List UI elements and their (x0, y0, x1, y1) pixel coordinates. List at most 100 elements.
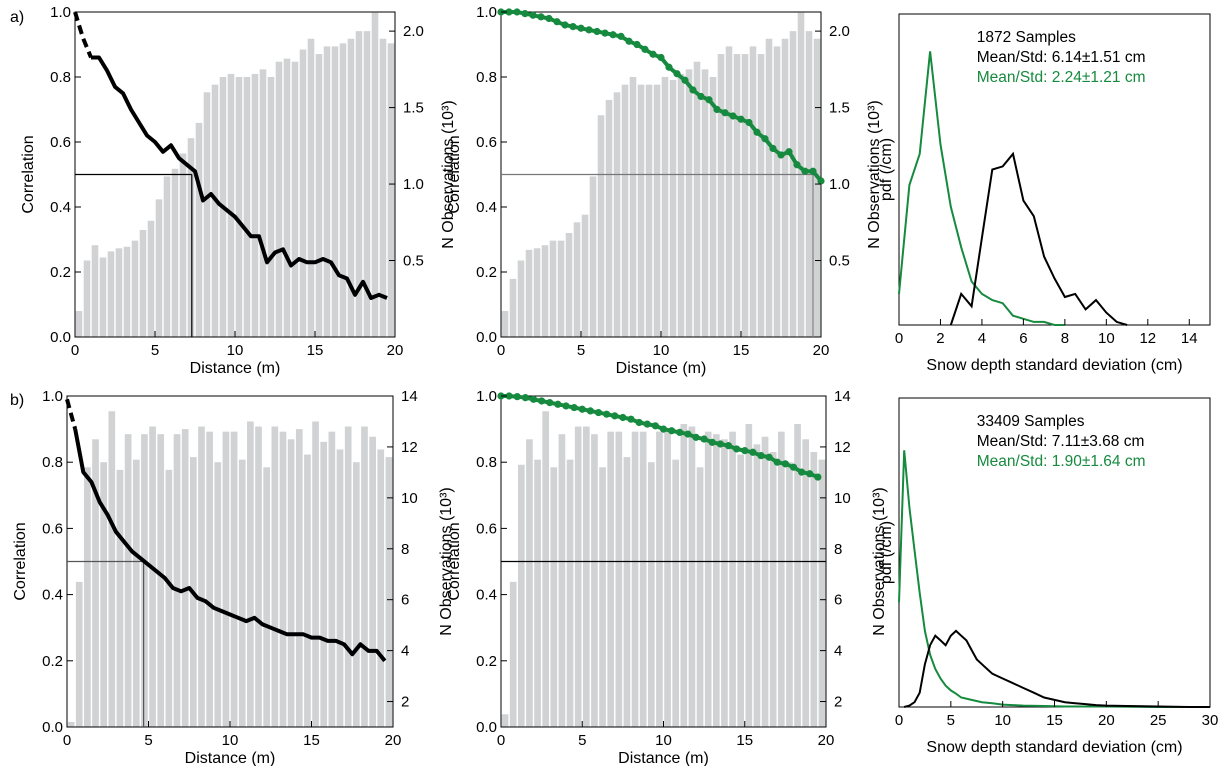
x-tick-label: 12 (1139, 330, 1156, 347)
bar (344, 426, 352, 727)
correlation-point (611, 412, 619, 420)
y2-tick-label: 10 (401, 490, 418, 507)
bar (323, 46, 331, 337)
x-tick-label: 10 (655, 732, 672, 749)
correlation-point (649, 50, 657, 58)
bar (235, 77, 243, 337)
y-tick-label: 0.0 (476, 719, 497, 736)
correlation-point (643, 420, 651, 428)
y2-tick-label: 4 (834, 643, 842, 660)
bar (115, 248, 123, 337)
y2-tick-label: 2.0 (829, 23, 850, 40)
bar (124, 434, 132, 727)
correlation-point (769, 144, 777, 153)
correlation-point (609, 31, 617, 39)
correlation-point (665, 63, 673, 71)
x-tick-label: 0 (895, 330, 903, 347)
correlation-point (806, 470, 814, 478)
bar (99, 257, 107, 337)
correlation-point (633, 40, 641, 49)
correlation-point (689, 86, 697, 94)
x-tick-label: 20 (1098, 712, 1115, 729)
correlation-point (716, 440, 724, 448)
correlation-point (673, 70, 681, 78)
bar (255, 426, 262, 727)
y2-tick-label: 8 (401, 541, 409, 558)
y-tick-label: 1.0 (476, 388, 497, 405)
correlation-point (777, 151, 785, 159)
bar (336, 449, 344, 727)
bar (198, 426, 205, 727)
correlation-point (809, 167, 817, 175)
correlation-point (635, 418, 643, 427)
bar (339, 43, 347, 338)
x-tick-label: 0 (497, 342, 505, 359)
correlation-line-dashed (73, 11, 93, 59)
bar (639, 431, 647, 727)
bar (680, 424, 688, 727)
bar (534, 459, 541, 727)
correlation-point (765, 453, 773, 461)
bar (385, 457, 393, 727)
correlation-point (538, 397, 546, 405)
correlation-point (681, 76, 689, 84)
bar (295, 429, 303, 727)
bar (781, 38, 789, 337)
bar (139, 229, 147, 337)
x-tick-label: 0 (71, 342, 79, 359)
bar (677, 73, 685, 338)
correlation-line-dashed (65, 398, 78, 430)
bar (685, 69, 693, 338)
x-axis-title: Snow depth standard deviation (cm) (926, 357, 1182, 374)
x-axis-title: Distance (m) (616, 360, 707, 377)
bar (501, 311, 509, 337)
correlation-point (641, 45, 649, 53)
bar (717, 54, 725, 337)
bar (737, 454, 745, 727)
correlation-point (578, 405, 586, 413)
y2-tick-label: 14 (401, 388, 418, 405)
x-tick-label: 10 (227, 342, 244, 359)
correlation-point (529, 11, 537, 19)
bar (92, 439, 99, 727)
y2-tick-label: 0.5 (403, 253, 424, 270)
y-tick-label: 0.4 (42, 587, 63, 604)
bar (214, 462, 222, 727)
y2-axis-title: N Observations (10³) (438, 487, 455, 636)
bar (550, 467, 558, 727)
y-tick-label: 0.6 (476, 134, 497, 151)
correlation-point (733, 445, 741, 453)
bar (749, 46, 757, 337)
bar (599, 467, 606, 727)
bar (741, 54, 749, 337)
bar (621, 84, 629, 337)
y-axis-title: pdf (/cm) (878, 138, 895, 201)
bar (279, 431, 287, 727)
x-tick-label: 5 (578, 732, 586, 749)
x-tick-label: 4 (978, 330, 986, 347)
bar (549, 240, 557, 337)
x-tick-label: 15 (1046, 712, 1063, 729)
panel-label-b: b) (10, 392, 24, 409)
bar (379, 38, 387, 337)
bar (171, 168, 179, 337)
correlation-point (554, 400, 562, 408)
bar (637, 84, 645, 337)
bar (203, 92, 211, 337)
bar (320, 441, 328, 727)
pdf-line-0 (898, 450, 1210, 708)
correlation-point (657, 53, 665, 62)
correlation-point (697, 92, 705, 101)
y2-tick-label: 0.5 (829, 253, 850, 270)
bar (672, 459, 680, 727)
y2-tick-label: 12 (834, 439, 851, 456)
correlation-point (801, 167, 809, 175)
x-axis-title: Snow depth standard deviation (cm) (926, 739, 1182, 756)
bar (84, 467, 91, 727)
correlation-point (749, 448, 757, 456)
bar (565, 233, 573, 337)
y-tick-label: 0.2 (476, 264, 497, 281)
y-tick-label: 0.2 (476, 653, 497, 670)
bar (263, 467, 271, 727)
bar (615, 431, 623, 727)
